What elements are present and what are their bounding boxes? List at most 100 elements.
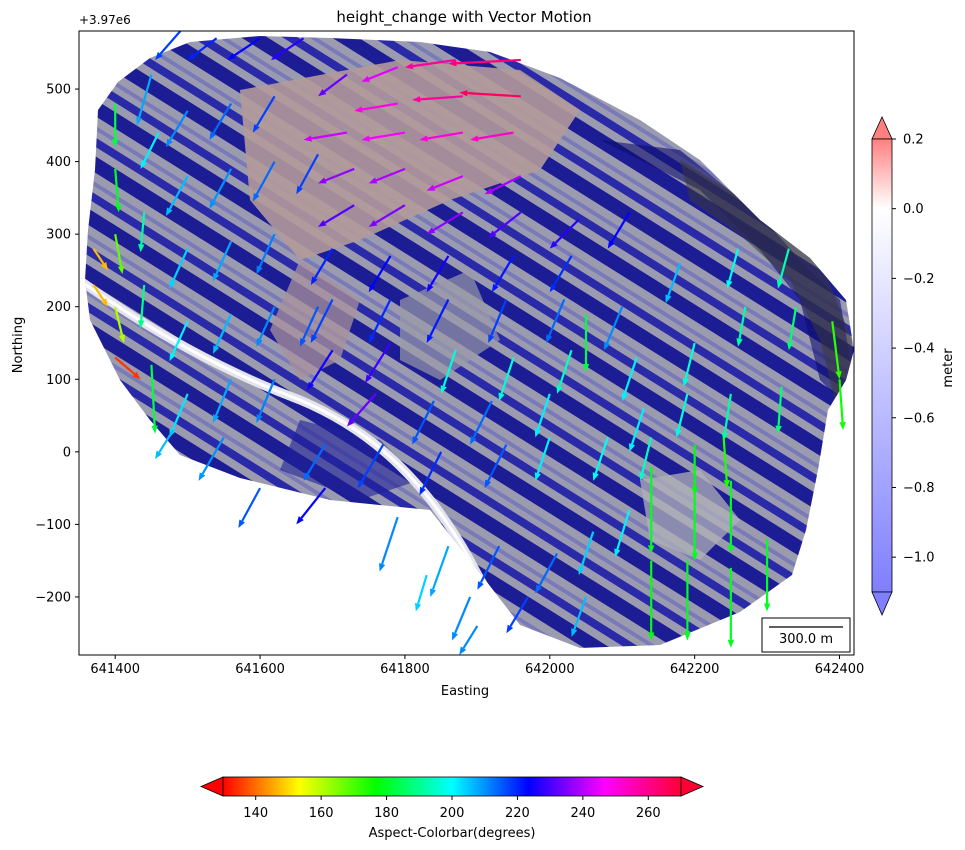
motion-vector bbox=[155, 429, 175, 460]
x-tick-label: 642000 bbox=[525, 662, 575, 677]
motion-vector bbox=[647, 560, 655, 641]
x-tick-label: 641400 bbox=[90, 662, 140, 677]
aspect-colorbar-label: Aspect-Colorbar(degrees) bbox=[369, 826, 536, 841]
x-tick-label: 641800 bbox=[380, 662, 430, 677]
y-tick-label: 0 bbox=[63, 445, 71, 460]
motion-vector bbox=[628, 407, 645, 452]
motion-vector bbox=[426, 175, 464, 191]
motion-vector bbox=[169, 248, 189, 289]
motion-vector bbox=[318, 204, 355, 227]
motion-vector bbox=[209, 102, 233, 140]
motion-vector bbox=[256, 233, 276, 275]
motion-vector bbox=[307, 349, 334, 391]
motion-vector bbox=[361, 131, 406, 142]
motion-vector bbox=[578, 531, 595, 576]
y-tick-label: 300 bbox=[46, 228, 71, 243]
y-tick-label: 400 bbox=[46, 155, 71, 170]
motion-vector bbox=[361, 66, 399, 82]
motion-vector bbox=[491, 255, 515, 293]
motion-vector bbox=[448, 58, 521, 67]
motion-vector bbox=[426, 211, 464, 235]
y-tick-label: 200 bbox=[46, 300, 71, 315]
motion-vector bbox=[404, 58, 456, 70]
x-axis-label: Easting bbox=[441, 684, 489, 699]
y-tick-label: −200 bbox=[35, 590, 71, 605]
x-tick-label: 642200 bbox=[670, 662, 720, 677]
motion-vector bbox=[227, 37, 261, 61]
motion-vector bbox=[592, 436, 609, 481]
motion-vector bbox=[582, 313, 590, 373]
aspect-tick-label: 260 bbox=[636, 806, 661, 821]
motion-vector bbox=[346, 393, 377, 427]
aspect-colorbar: 140 160 180 200 220 240 260 Aspect-Colorbar(de… bbox=[199, 776, 705, 841]
motion-vector bbox=[138, 212, 146, 253]
height-tick-label: −0.2 bbox=[903, 272, 935, 287]
motion-vector bbox=[92, 248, 108, 271]
motion-vector bbox=[647, 466, 655, 554]
y-tick-label: −100 bbox=[35, 518, 71, 533]
motion-vector bbox=[429, 545, 450, 597]
motion-vector bbox=[165, 175, 189, 217]
motion-vector bbox=[838, 379, 846, 431]
motion-vector bbox=[484, 175, 522, 195]
height-colorbar-extend-top bbox=[871, 116, 893, 140]
aspect-tick-label: 220 bbox=[505, 806, 530, 821]
aspect-colorbar-body bbox=[222, 776, 682, 797]
motion-vector bbox=[310, 298, 334, 343]
motion-vector bbox=[303, 131, 348, 142]
motion-vector bbox=[763, 538, 771, 612]
motion-vector bbox=[727, 480, 735, 554]
motion-vector bbox=[357, 444, 385, 489]
motion-vector bbox=[477, 545, 501, 590]
height-colorbar-body bbox=[871, 138, 893, 593]
height-tick-label: −0.8 bbox=[903, 481, 935, 496]
motion-vector bbox=[114, 306, 126, 343]
motion-vector bbox=[354, 102, 398, 113]
motion-vector bbox=[415, 574, 428, 612]
axes-frame bbox=[78, 30, 855, 656]
motion-vector bbox=[379, 516, 399, 572]
motion-vector bbox=[607, 211, 631, 249]
motion-vector bbox=[722, 437, 730, 489]
motion-vector bbox=[114, 356, 141, 380]
motion-vector bbox=[484, 444, 508, 489]
motion-vector bbox=[318, 73, 348, 97]
height-tick-label: 0.0 bbox=[903, 202, 924, 217]
scale-bar: 300.0 m bbox=[761, 617, 851, 653]
motion-vector bbox=[165, 110, 189, 148]
motion-vector bbox=[412, 400, 435, 445]
motion-vector bbox=[665, 262, 682, 304]
motion-vector bbox=[252, 95, 276, 133]
motion-vector bbox=[775, 386, 783, 434]
motion-vector bbox=[296, 487, 327, 525]
motion-vector bbox=[621, 357, 638, 402]
motion-vector bbox=[209, 168, 233, 209]
motion-vector bbox=[92, 284, 108, 307]
motion-vector bbox=[299, 306, 320, 347]
motion-vector bbox=[556, 349, 573, 394]
motion-vector bbox=[546, 299, 566, 343]
motion-vector bbox=[726, 248, 740, 289]
motion-vector bbox=[365, 342, 392, 383]
y-tick-label: 500 bbox=[46, 83, 71, 98]
aspect-tick-label: 160 bbox=[309, 806, 334, 821]
motion-vector bbox=[488, 299, 508, 343]
motion-vector bbox=[138, 284, 146, 329]
motion-vector bbox=[426, 255, 450, 293]
motion-vector bbox=[419, 451, 443, 496]
motion-vector bbox=[270, 37, 305, 61]
motion-vector bbox=[614, 509, 631, 558]
motion-vector bbox=[549, 218, 580, 249]
motion-vector bbox=[535, 552, 559, 594]
motion-vector bbox=[256, 306, 276, 347]
motion-vector bbox=[114, 168, 122, 213]
y-axis-label: Northing bbox=[11, 317, 26, 373]
height-tick-label: −1.0 bbox=[903, 551, 935, 566]
motion-vector bbox=[187, 37, 218, 61]
x-axis-ticks: 641400 641600 641800 642000 642200 642400 bbox=[90, 655, 864, 677]
motion-vector bbox=[549, 255, 573, 293]
height-tick-label: −0.6 bbox=[903, 411, 935, 426]
motion-vector bbox=[675, 393, 689, 438]
motion-vector bbox=[368, 298, 392, 343]
